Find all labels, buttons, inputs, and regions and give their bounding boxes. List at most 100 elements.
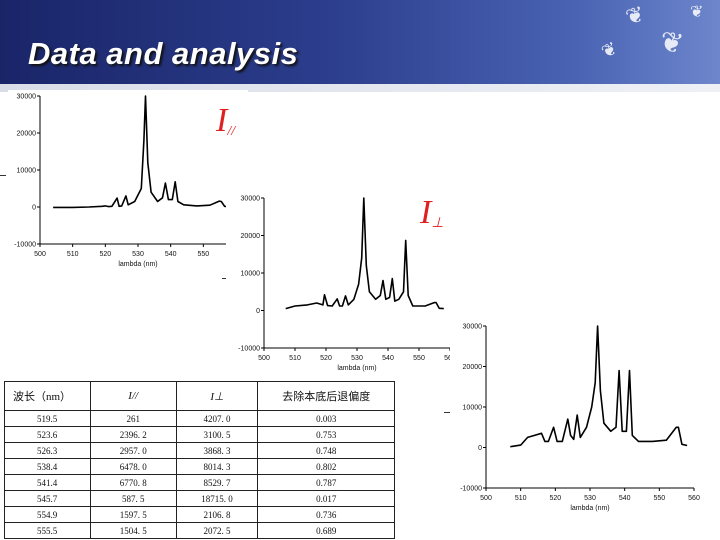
x-tick-label: 530	[351, 355, 363, 362]
butterfly-icon: ❦	[657, 24, 687, 61]
table-row: 545.7 587. 5 18715. 0 0.017	[4, 490, 395, 507]
table-cell: 8014. 3	[175, 458, 259, 475]
x-tick-label: 500	[480, 495, 492, 502]
table-cell: 261	[89, 410, 177, 427]
table-cell: 18715. 0	[175, 490, 259, 507]
i-parallel-label: I//	[216, 102, 236, 139]
slide-dash	[222, 278, 228, 279]
slide-dash	[0, 175, 6, 176]
y-tick-label: -10000	[14, 242, 36, 249]
x-tick-label: 530	[132, 251, 144, 258]
table-row: 538.4 6478. 0 8014. 3 0.802	[4, 458, 395, 475]
table-cell: 554.9	[4, 506, 91, 523]
header-band	[0, 84, 720, 92]
table-cell: 0.802	[257, 458, 395, 475]
y-tick-label: -10000	[238, 346, 260, 353]
table-cell: 0.736	[257, 506, 395, 523]
x-tick-label: 520	[320, 355, 332, 362]
chart-axes: 5005105205305405505603000020000100000-10…	[238, 196, 456, 373]
x-tick-label: 500	[34, 251, 46, 258]
table-row: 541.4 6770. 8 8529. 7 0.787	[4, 474, 395, 491]
x-tick-label: 510	[515, 495, 527, 502]
butterfly-icon: ❦	[623, 2, 648, 31]
table-cell: 526.3	[4, 442, 91, 459]
spectrum-chart-perpendicular-svg: 5005105205305405505603000020000100000-10…	[238, 196, 456, 373]
table-cell: 4207. 0	[175, 410, 259, 427]
y-tick-label: -10000	[460, 486, 482, 493]
y-tick-label: 10000	[17, 168, 37, 175]
chart-axes: 5005105205305405505603000020000100000-10…	[14, 94, 242, 269]
depolarization-table: 波长（nm） I// I⊥ 去除本底后退偏度 519.5 261 4207. 0 0.…	[4, 381, 395, 539]
table-cell: 2396. 2	[89, 426, 177, 443]
x-tick-label: 560	[688, 495, 700, 502]
table-cell: 555.5	[4, 522, 91, 539]
table-cell: 1597. 5	[89, 506, 177, 523]
table-cell: 3868. 3	[175, 442, 259, 459]
x-tick-label: 500	[258, 355, 270, 362]
x-tick-label: 540	[382, 355, 394, 362]
table-cell: 2072. 5	[175, 522, 259, 539]
table-header-row: 波长（nm） I// I⊥ 去除本底后退偏度	[4, 381, 395, 411]
y-tick-label: 0	[32, 205, 36, 212]
x-tick-label: 540	[619, 495, 631, 502]
header-depolarization: 去除本底后退偏度	[257, 381, 395, 411]
y-tick-label: 10000	[241, 271, 261, 278]
table-cell: 587. 5	[89, 490, 177, 507]
x-axis-label: lambda (nm)	[118, 261, 157, 268]
x-tick-label: 550	[413, 355, 425, 362]
spectrum-chart-total-svg: 500 510 520 530 540 550 560 30000 20000 10000 0 -10…	[460, 324, 700, 513]
y-tick-label: 20000	[463, 364, 483, 371]
y-tick-label: 20000	[241, 233, 261, 240]
table-cell: 6770. 8	[89, 474, 177, 491]
table-row: 554.9 1597. 5 2106. 8 0.736	[4, 506, 395, 523]
x-tick-label: 510	[67, 251, 79, 258]
table-cell: 0.753	[257, 426, 395, 443]
y-tick-label: 20000	[17, 131, 37, 138]
table-cell: 1504. 5	[89, 522, 177, 539]
spectrum-chart-parallel: 5005105205305405505603000020000100000-10…	[8, 90, 248, 272]
spectrum-chart-parallel-svg: 5005105205305405505603000020000100000-10…	[14, 94, 242, 269]
i-perp-label: I⊥	[420, 194, 444, 231]
x-tick-label: 550	[653, 495, 665, 502]
i-perp-sub: ⊥	[431, 216, 444, 231]
table-row: 519.5 261 4207. 0 0.003	[4, 410, 395, 427]
table-cell: 2957. 0	[89, 442, 177, 459]
x-tick-label: 520	[549, 495, 561, 502]
table-cell: 3100. 5	[175, 426, 259, 443]
i-perp-main: I	[420, 194, 432, 231]
x-axis-label: lambda (nm)	[337, 365, 376, 372]
y-tick-label: 30000	[241, 196, 261, 203]
x-tick-label: 530	[584, 495, 596, 502]
x-tick-label: 510	[289, 355, 301, 362]
y-tick-label: 10000	[463, 405, 483, 412]
i-parallel-sub: //	[227, 124, 236, 139]
spectrum-chart-total: 500 510 520 530 540 550 560 30000 20000 10000 0 -10…	[450, 318, 702, 522]
header-i-perp: I⊥	[175, 381, 259, 411]
header-wavelength: 波长（nm）	[4, 381, 91, 411]
spectrum-chart-perpendicular: 5005105205305405505603000020000100000-10…	[226, 190, 462, 372]
table-cell: 0.003	[257, 410, 395, 427]
slide-dash	[444, 412, 450, 413]
x-tick-label: 520	[99, 251, 111, 258]
x-tick-label: 540	[165, 251, 177, 258]
table-cell: 523.6	[4, 426, 91, 443]
table-cell: 2106. 8	[175, 506, 259, 523]
table-row: 523.6 2396. 2 3100. 5 0.753	[4, 426, 395, 443]
y-tick-label: 0	[478, 445, 482, 452]
table-cell: 541.4	[4, 474, 91, 491]
slide-header: ❦ ❦ ❦ ❦	[0, 0, 720, 84]
table-cell: 6478. 0	[89, 458, 177, 475]
table-cell: 0.689	[257, 522, 395, 539]
slide-title: Data and analysis	[28, 36, 299, 71]
table-cell: 0.787	[257, 474, 395, 491]
table-cell: 519.5	[4, 410, 91, 427]
table-cell: 545.7	[4, 490, 91, 507]
butterfly-icon: ❦	[690, 2, 704, 21]
table-cell: 8529. 7	[175, 474, 259, 491]
i-parallel-main: I	[216, 102, 228, 139]
y-tick-label: 0	[256, 308, 260, 315]
header-i-parallel: I//	[89, 381, 177, 411]
spectrum-series-line	[510, 325, 688, 448]
table-cell: 0.017	[257, 490, 395, 507]
